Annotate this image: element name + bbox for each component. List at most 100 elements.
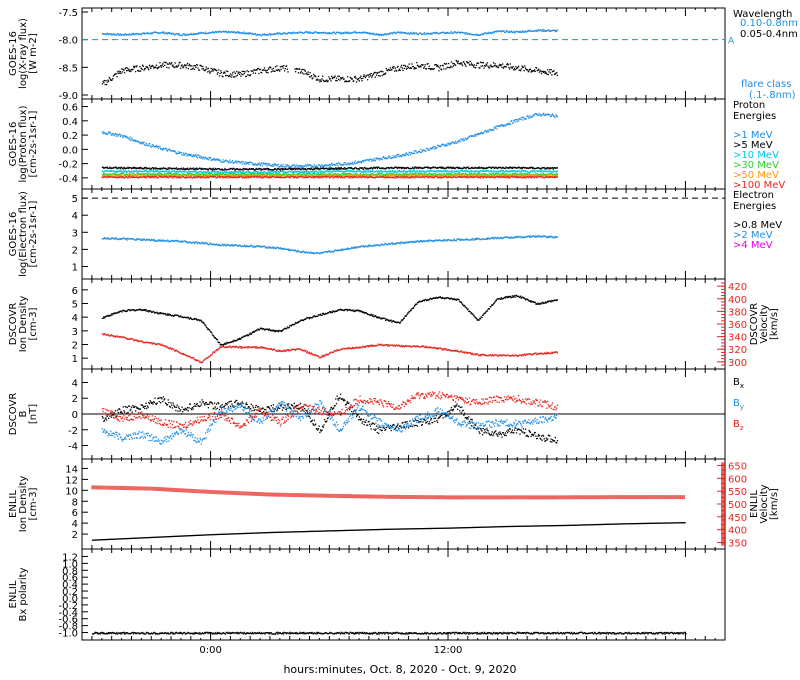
data-point <box>139 33 141 35</box>
data-point <box>333 163 335 165</box>
data-point <box>168 67 170 69</box>
data-point <box>120 72 122 75</box>
data-point <box>441 173 443 175</box>
data-point <box>479 67 481 69</box>
data-point <box>119 70 122 73</box>
data-point <box>380 174 382 176</box>
data-point <box>355 77 357 79</box>
data-point <box>269 171 271 174</box>
data-point <box>366 173 368 176</box>
data-point <box>226 31 228 33</box>
data-point <box>290 32 293 34</box>
data-point <box>206 174 208 176</box>
data-point <box>283 175 286 177</box>
data-point <box>366 170 368 172</box>
data-point <box>319 172 322 175</box>
data-point <box>197 172 199 175</box>
data-point <box>152 175 154 177</box>
data-point <box>522 173 524 175</box>
data-point <box>391 167 394 169</box>
data-point <box>138 166 140 169</box>
data-point <box>430 173 433 176</box>
data-point <box>473 135 475 137</box>
data-point <box>229 161 232 164</box>
data-point <box>341 172 343 175</box>
data-point <box>193 168 196 170</box>
data-point <box>434 146 436 148</box>
data-point <box>112 173 115 175</box>
data-point <box>242 176 244 179</box>
data-point <box>148 143 150 145</box>
data-point <box>463 174 466 176</box>
data-point <box>377 34 379 36</box>
data-point <box>481 65 484 67</box>
data-point <box>220 31 223 33</box>
data-point <box>182 170 184 173</box>
data-point <box>240 175 242 178</box>
data-point <box>127 174 129 176</box>
data-point <box>398 171 400 173</box>
data-point <box>534 30 536 32</box>
data-point <box>183 176 185 179</box>
data-point <box>371 175 373 178</box>
data-point <box>494 167 496 169</box>
data-point <box>547 173 550 175</box>
data-point <box>200 175 203 177</box>
data-point <box>294 165 297 168</box>
data-point <box>312 177 315 179</box>
data-point <box>315 168 318 170</box>
data-point <box>319 31 321 34</box>
data-point <box>263 173 265 175</box>
data-point <box>288 168 290 170</box>
data-point <box>279 33 282 35</box>
data-point <box>546 174 548 177</box>
data-point <box>145 170 147 172</box>
data-point <box>151 64 153 67</box>
data-point <box>394 171 396 173</box>
data-point <box>281 170 284 172</box>
data-point <box>113 176 115 178</box>
data-point <box>470 175 473 177</box>
data-point <box>256 164 258 166</box>
data-point <box>328 33 330 35</box>
data-point <box>529 173 531 175</box>
data-point <box>445 166 448 169</box>
data-point <box>179 174 181 176</box>
data-point <box>146 144 149 147</box>
data-point <box>138 33 140 35</box>
data-point <box>230 173 232 175</box>
data-point <box>131 138 133 140</box>
data-point <box>263 171 266 173</box>
data-point <box>312 171 315 173</box>
data-point <box>434 166 436 168</box>
data-point <box>375 174 377 176</box>
data-point <box>135 176 138 178</box>
data-point <box>150 168 153 170</box>
data-point <box>406 173 408 176</box>
data-point <box>123 134 126 137</box>
data-point <box>108 176 110 178</box>
data-point <box>506 167 509 169</box>
data-point <box>436 175 439 177</box>
data-point <box>535 173 538 175</box>
data-point <box>166 168 168 171</box>
data-point <box>282 170 284 173</box>
data-point <box>123 72 126 74</box>
data-point <box>466 61 469 64</box>
data-point <box>143 174 145 177</box>
data-point <box>483 174 485 176</box>
data-point <box>459 174 462 176</box>
data-point <box>102 175 104 177</box>
data-point <box>218 171 221 173</box>
data-point <box>274 170 277 173</box>
data-point <box>300 173 302 176</box>
data-point <box>211 173 214 175</box>
data-point <box>481 166 483 168</box>
data-point <box>336 163 338 165</box>
data-point <box>394 170 396 172</box>
data-point <box>421 174 424 176</box>
data-point <box>402 175 404 177</box>
data-point <box>484 65 486 67</box>
data-point <box>430 167 433 169</box>
data-point <box>410 175 412 177</box>
